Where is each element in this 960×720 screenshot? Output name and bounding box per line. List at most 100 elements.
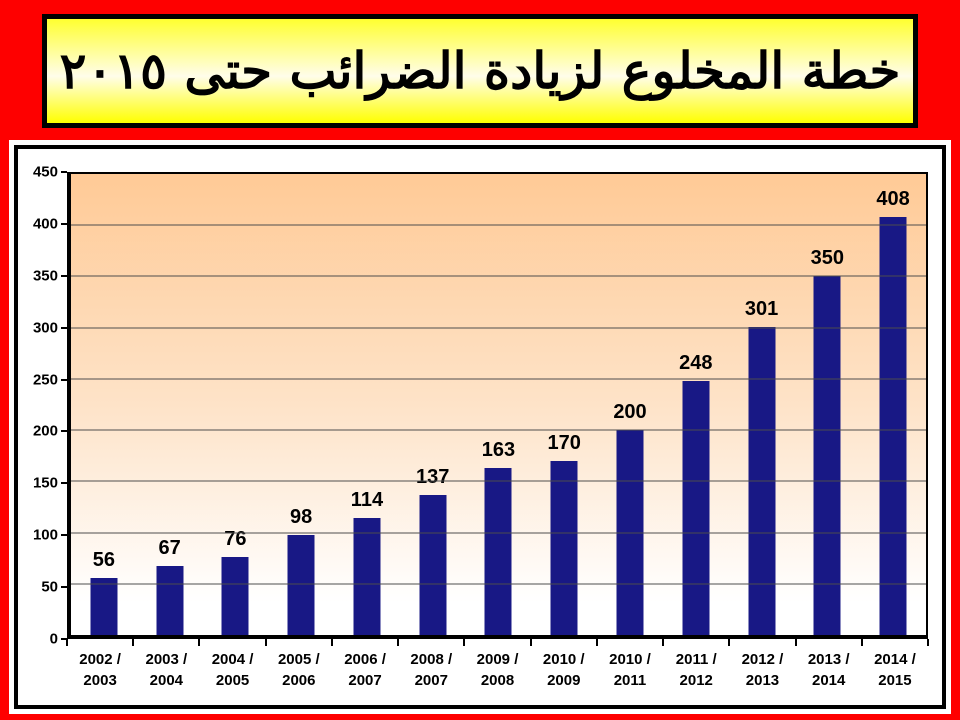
x-tick-mark	[198, 639, 201, 646]
x-tick-mark	[397, 639, 400, 646]
bar-category: 200	[597, 174, 663, 635]
gridline	[71, 327, 926, 329]
bar	[287, 534, 315, 635]
bar-value-label: 350	[810, 247, 844, 270]
bar	[484, 468, 512, 635]
x-category-label: 2009 / 2008	[476, 651, 519, 689]
bar-category: 137	[400, 174, 466, 635]
x-tick-mark	[860, 639, 863, 646]
bar-category: 408	[860, 174, 926, 635]
x-category-label: 2010 / 2009	[542, 651, 585, 689]
bars-layer: 56 67 76 98 114 137 163 170 200 248 301 350 408	[71, 174, 926, 635]
x-category-label: 2014 / 2015	[874, 651, 916, 689]
y-tick-label: 350	[32, 267, 58, 285]
y-tick-mark	[61, 430, 67, 433]
bar	[156, 566, 184, 635]
x-axis-ticks	[66, 639, 929, 647]
x-category-label: 2012 / 2013	[741, 651, 784, 689]
x-tick-mark	[264, 639, 267, 646]
title-banner: خطة المخلوع لزيادة الضرائب حتى ٢٠١٥	[42, 14, 918, 128]
bar-value-label: 56	[92, 548, 115, 571]
y-tick-label: 450	[32, 163, 58, 181]
gridline	[71, 224, 926, 226]
bar-category: 301	[729, 174, 795, 635]
gridline	[71, 583, 926, 585]
x-category-label: 2006 / 2007	[344, 651, 386, 689]
y-tick-mark	[61, 586, 67, 589]
x-category-label: 2003 / 2004	[145, 651, 188, 689]
bar-category: 248	[663, 174, 729, 635]
x-tick-mark	[595, 639, 598, 646]
x-tick-mark	[529, 639, 532, 646]
x-tick-mark	[330, 639, 333, 646]
y-tick-mark	[61, 222, 67, 225]
plot-area: 56 67 76 98 114 137 163 170 200 248 301 350 408	[67, 172, 928, 639]
bar-value-label: 137	[416, 465, 450, 488]
y-tick-label: 150	[32, 474, 58, 492]
y-tick-mark	[61, 638, 67, 640]
x-tick-mark	[66, 639, 68, 646]
bar-value-label: 114	[350, 489, 384, 512]
x-category-label: 2002 / 2003	[79, 651, 121, 689]
x-tick-mark	[728, 639, 731, 646]
bar-category: 98	[268, 174, 334, 635]
bar-value-label: 200	[613, 401, 647, 424]
bar-category: 56	[71, 174, 137, 635]
gridline	[71, 275, 926, 277]
slide-title: خطة المخلوع لزيادة الضرائب حتى ٢٠١٥	[59, 41, 901, 100]
gridline	[71, 429, 926, 431]
bar-value-label: 170	[547, 431, 581, 454]
bar-value-label: 248	[679, 351, 713, 374]
chart-box: 0 50 100 150 200 250 300 350 400 450 56 67 76 98 114 1…	[14, 145, 946, 709]
x-tick-mark	[463, 639, 466, 646]
x-axis-labels: 2002 / 2003 2003 / 2004 2004 / 2005 2005 / …	[67, 649, 928, 695]
x-tick-mark	[662, 639, 665, 646]
y-tick-label: 250	[32, 371, 58, 389]
y-tick-label: 400	[32, 215, 58, 233]
gridline	[71, 532, 926, 534]
bar-category: 114	[334, 174, 400, 635]
bar	[550, 460, 578, 635]
y-tick-label: 0	[49, 630, 58, 648]
x-category-label: 2011 / 2012	[675, 651, 717, 689]
bar-value-label: 76	[224, 528, 247, 551]
gridline	[71, 480, 926, 482]
bar-category: 170	[531, 174, 597, 635]
bar-category: 76	[203, 174, 269, 635]
y-tick-mark	[61, 482, 67, 485]
y-tick-label: 50	[41, 578, 58, 596]
bar-category: 67	[137, 174, 203, 635]
bar-category: 163	[466, 174, 532, 635]
bar	[90, 577, 118, 635]
y-tick-mark	[61, 378, 67, 381]
bar	[353, 518, 381, 635]
y-tick-mark	[61, 326, 67, 329]
bar-value-label: 98	[290, 505, 313, 528]
y-tick-label: 300	[32, 319, 58, 337]
y-axis-ticks	[61, 171, 67, 640]
bar-value-label: 67	[158, 537, 181, 560]
bar	[682, 380, 710, 635]
x-tick-mark	[927, 639, 929, 646]
x-category-label: 2010 / 2011	[609, 651, 651, 689]
chart-frame: 0 50 100 150 200 250 300 350 400 450 56 67 76 98 114 1…	[9, 140, 951, 714]
x-tick-mark	[794, 639, 797, 646]
bar	[221, 557, 249, 635]
x-category-label: 2005 / 2006	[277, 651, 320, 689]
y-tick-mark	[61, 274, 67, 277]
bar-value-label: 163	[481, 439, 516, 462]
bar	[879, 217, 907, 635]
x-category-label: 2013 / 2014	[807, 651, 850, 689]
y-tick-mark	[61, 171, 67, 173]
x-tick-mark	[132, 639, 135, 646]
y-tick-label: 200	[32, 422, 58, 440]
x-category-label: 2004 / 2005	[211, 651, 254, 689]
y-tick-mark	[61, 534, 67, 537]
y-tick-label: 100	[32, 526, 58, 544]
gridline	[71, 378, 926, 380]
bar	[419, 494, 447, 635]
bar-value-label: 408	[876, 188, 910, 211]
x-category-label: 2008 / 2007	[410, 651, 453, 689]
bar	[813, 276, 841, 635]
